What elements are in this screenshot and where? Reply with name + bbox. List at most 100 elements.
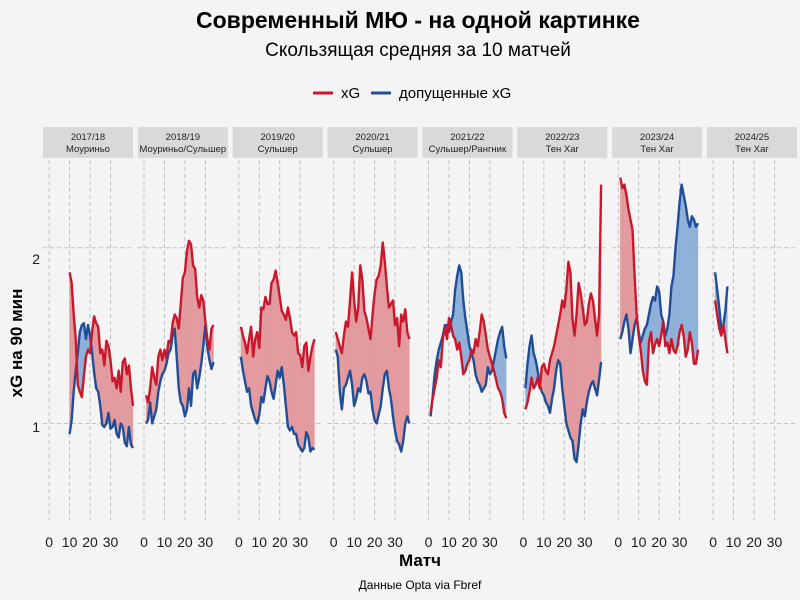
- facet-season-label: 2021/22: [450, 132, 484, 143]
- gap-fill: [265, 296, 268, 389]
- series-line-xga: [619, 183, 700, 355]
- y-tick-label: 1: [32, 419, 40, 435]
- series-line-xga: [524, 334, 603, 464]
- x-tick-label: 20: [746, 534, 762, 550]
- facet-strip: [706, 127, 797, 158]
- facet-manager-label: Сульшер: [258, 144, 298, 155]
- facet-season-label: 2023/24: [640, 132, 674, 143]
- y-axis-title: xG на 90 мин: [7, 289, 26, 398]
- gap-fill: [293, 331, 297, 435]
- gap-fill: [620, 177, 623, 340]
- x-tick-label: 30: [292, 534, 308, 550]
- gap-fill: [186, 240, 190, 410]
- x-tick-label: 0: [614, 534, 622, 550]
- x-tick-label: 10: [536, 534, 552, 550]
- gap-fill: [300, 354, 303, 453]
- y-tick-label: 2: [32, 251, 40, 267]
- gap-fill: [188, 240, 192, 406]
- gap-fill: [401, 314, 404, 452]
- facet-manager-label: Тен Хаг: [545, 144, 579, 155]
- x-tick-label: 0: [709, 534, 717, 550]
- gap-fill: [291, 331, 295, 434]
- facet-season-label: 2017/18: [71, 132, 105, 143]
- facet-strip: [43, 127, 133, 158]
- x-tick-label: 30: [672, 534, 688, 550]
- gap-fill: [685, 205, 688, 357]
- x-tick-label: 30: [387, 534, 403, 550]
- chart-subtitle: Скользящая средняя за 10 матчей: [265, 40, 571, 61]
- gap-fill: [267, 303, 270, 382]
- x-tick-label: 0: [330, 534, 338, 550]
- x-tick-label: 30: [767, 534, 783, 550]
- series-line-xg: [713, 300, 729, 354]
- series-line-xga: [68, 322, 135, 449]
- gap-fill: [287, 307, 291, 431]
- facet-manager-label: Тен Хаг: [640, 144, 674, 155]
- caption: Данные Opta via Fbref: [359, 578, 482, 592]
- gap-fill: [693, 219, 697, 364]
- gap-fill: [572, 318, 575, 459]
- facet-manager-label: Тен Хаг: [735, 144, 769, 155]
- facet-strip: [137, 127, 228, 158]
- facet-strip: [612, 127, 703, 158]
- x-tick-label: 30: [482, 534, 498, 550]
- x-tick-label: 20: [557, 534, 573, 550]
- x-tick-label: 0: [235, 534, 243, 550]
- series-line-xg: [524, 184, 603, 410]
- x-tick-label: 10: [157, 534, 173, 550]
- x-tick-label: 30: [103, 534, 119, 550]
- legend: xG допущенные xG: [313, 85, 511, 102]
- facet-season-label: 2024/25: [735, 132, 769, 143]
- x-tick-label: 10: [726, 534, 742, 550]
- series-line-xg: [619, 177, 700, 386]
- x-tick-label: 20: [82, 534, 98, 550]
- gap-fill: [394, 318, 398, 442]
- gap-fill: [687, 219, 690, 350]
- x-tick-label: 10: [631, 534, 647, 550]
- series-line-xga: [239, 356, 316, 453]
- gap-fill: [182, 272, 186, 417]
- series-line-xga: [144, 323, 215, 425]
- series-line-xg: [334, 241, 411, 355]
- x-tick-label: 20: [177, 534, 193, 550]
- gap-fill: [681, 184, 684, 336]
- gap-fill: [312, 339, 315, 451]
- x-tick-label: 20: [651, 534, 667, 550]
- facet-season-label: 2020/21: [355, 132, 389, 143]
- facet-season-label: 2019/20: [261, 132, 295, 143]
- x-axis-title: Матч: [399, 551, 441, 570]
- gap-fill: [289, 318, 293, 431]
- x-tick-label: 30: [577, 534, 593, 550]
- gap-fill: [622, 184, 625, 333]
- x-tick-label: 0: [45, 534, 53, 550]
- x-tick-label: 10: [441, 534, 457, 550]
- facet-strip: [517, 127, 608, 158]
- facet-manager-label: Моуриньо/Сульшер: [140, 144, 227, 155]
- series-line-xga: [713, 272, 729, 330]
- gap-fill: [184, 251, 188, 417]
- chart-title: Современный МЮ - на одной картинке: [196, 7, 640, 33]
- x-tick-label: 0: [425, 534, 433, 550]
- facet-strip: [232, 127, 323, 158]
- x-tick-label: 0: [519, 534, 527, 550]
- gap-fill: [376, 275, 379, 424]
- legend-label-xga: допущенные xG: [399, 85, 511, 102]
- gap-fill: [407, 332, 410, 424]
- facet-strip: [327, 127, 418, 158]
- series-line-xg: [429, 313, 508, 419]
- gap-fill: [106, 340, 109, 424]
- gap-fill: [689, 216, 693, 343]
- gap-fill: [624, 184, 627, 322]
- facet-manager-label: Сульшер: [353, 144, 393, 155]
- facet-manager-label: Моуриньо: [66, 144, 110, 155]
- gap-fill: [499, 326, 503, 399]
- series-line-xga: [334, 349, 411, 453]
